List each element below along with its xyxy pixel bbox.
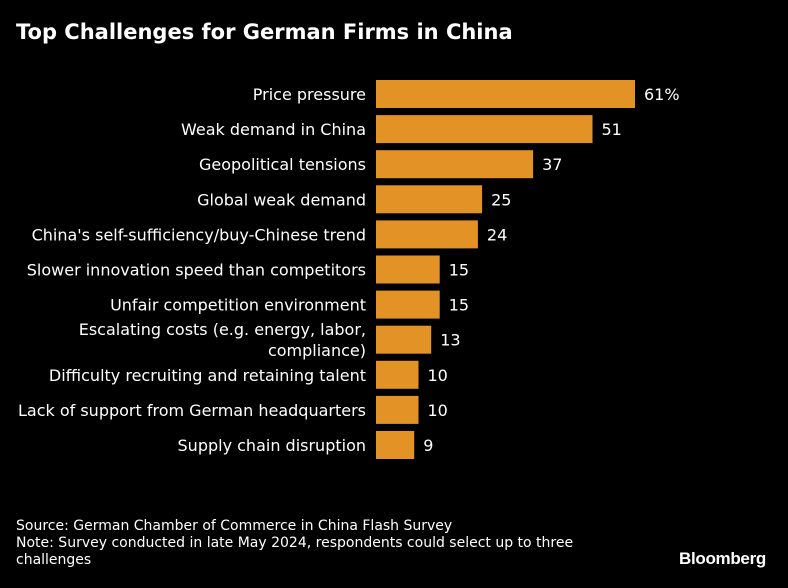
- bar-5: [376, 255, 440, 284]
- category-label-7-line-0: Escalating costs (e.g. energy, labor,: [79, 320, 366, 339]
- survey-note: Note: Survey conducted in late May 2024,…: [16, 535, 574, 568]
- category-label-4: China's self-sufficiency/buy-Chinese tre…: [32, 225, 366, 244]
- value-label-2: 37: [542, 155, 562, 174]
- value-label-4: 24: [487, 225, 507, 244]
- category-label-9: Lack of support from German headquarters: [18, 401, 366, 420]
- bar-1: [376, 115, 593, 144]
- category-label-2: Geopolitical tensions: [199, 155, 366, 174]
- category-label-1: Weak demand in China: [181, 120, 366, 139]
- value-label-10: 9: [423, 436, 433, 455]
- bar-7: [376, 325, 432, 354]
- bloomberg-logo: Bloomberg: [678, 549, 766, 568]
- bar-4: [376, 220, 478, 249]
- bar-9: [376, 395, 419, 424]
- value-label-0: 61%: [644, 85, 680, 104]
- category-label-10: Supply chain disruption: [178, 436, 366, 455]
- bar-6: [376, 290, 440, 319]
- value-label-5: 15: [449, 261, 469, 280]
- value-label-8: 10: [428, 366, 448, 385]
- bar-3: [376, 185, 483, 214]
- value-label-7: 13: [440, 331, 460, 350]
- chart-title: Top Challenges for German Firms in China: [16, 20, 513, 44]
- bar-10: [376, 431, 415, 459]
- category-label-7-line-1: compliance): [268, 341, 366, 360]
- source-note: Source: German Chamber of Commerce in Ch…: [16, 518, 453, 534]
- value-label-6: 15: [449, 296, 469, 315]
- value-label-9: 10: [428, 401, 448, 420]
- category-label-3: Global weak demand: [197, 190, 366, 209]
- bar-2: [376, 150, 534, 179]
- bar-chart: 61% Price pressure 51 Weak demand in China 3…: [18, 80, 680, 459]
- chart-footer: Source: German Chamber of Commerce in Ch…: [16, 518, 636, 569]
- category-label-5: Slower innovation speed than competitors: [27, 261, 366, 280]
- value-label-3: 25: [491, 190, 511, 209]
- category-label-6: Unfair competition environment: [110, 296, 366, 315]
- bar-0: [376, 80, 635, 108]
- bar-8: [376, 360, 419, 389]
- value-label-1: 51: [602, 120, 622, 139]
- category-label-0: Price pressure: [253, 85, 366, 104]
- category-label-8: Difficulty recruiting and retaining tale…: [49, 366, 366, 385]
